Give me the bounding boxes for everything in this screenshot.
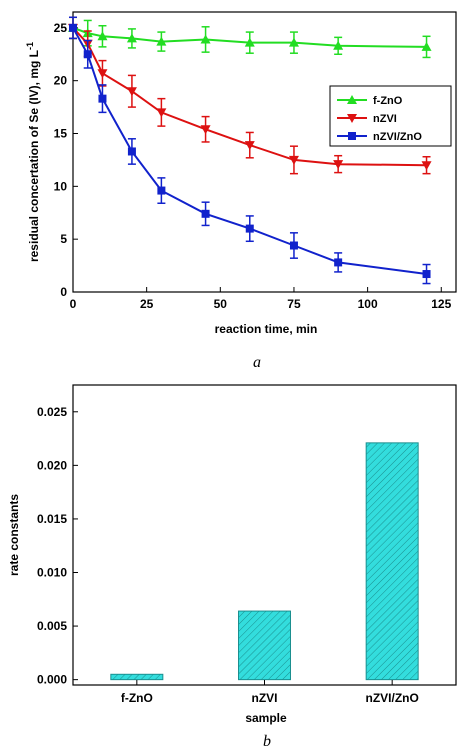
legend-marker	[348, 132, 356, 140]
x-tick-label-a: 25	[140, 297, 154, 311]
data-point	[69, 23, 77, 32]
legend-entry: nZVI/ZnO	[373, 131, 422, 143]
legend-entry: nZVI	[373, 113, 397, 125]
x-tick-label-b: nZVI/ZnO	[366, 691, 419, 705]
y-tick-label-a: 0	[60, 285, 67, 299]
y-tick-label-a: 25	[54, 21, 68, 35]
data-point	[244, 37, 255, 47]
y-tick-label-a: 15	[54, 127, 68, 141]
bar-f-zno	[110, 673, 164, 681]
x-tick-label-a: 125	[431, 297, 451, 311]
data-point	[421, 161, 432, 171]
x-tick-label-b: f-ZnO	[121, 691, 153, 705]
plot-frame-a	[72, 11, 457, 293]
data-point	[200, 34, 211, 44]
series-nzvi-zno	[69, 16, 431, 285]
series-f-zno	[68, 16, 432, 59]
y-axis-label-b: rate constants	[7, 494, 21, 576]
series-line	[72, 26, 427, 48]
y-axis-label-a: residual concertation of Se (IV), mg L-1	[25, 42, 41, 262]
data-point	[289, 241, 298, 250]
legend-marker	[347, 114, 357, 123]
x-tick-label-a: 75	[287, 297, 301, 311]
data-point	[288, 155, 299, 165]
data-point	[334, 258, 343, 267]
y-tick-label-a: 20	[54, 74, 68, 88]
y-tick-label-b: 0.015	[37, 512, 67, 526]
data-point	[126, 87, 137, 97]
x-tick-label-a: 100	[358, 297, 378, 311]
data-point	[421, 41, 432, 51]
data-point	[127, 147, 136, 156]
y-tick-label-b: 0.010	[37, 566, 67, 580]
data-point	[244, 141, 255, 151]
y-tick-label-a: 10	[54, 179, 68, 193]
bar-nzvi	[238, 610, 291, 681]
series-line	[72, 27, 427, 275]
series-line	[72, 27, 427, 167]
panel-label-a: a	[253, 354, 261, 371]
y-tick-label-b: 0.020	[37, 458, 67, 472]
y-tick-label-b: 0.005	[37, 619, 67, 633]
x-tick-label-b: nZVI	[252, 691, 278, 705]
chart-a: 0 25 50 75 100 125 0 5 10 15 20 25 reaction time, …	[25, 11, 457, 371]
data-point	[156, 36, 167, 46]
data-point	[83, 50, 92, 59]
data-point	[157, 186, 166, 195]
data-point	[333, 160, 344, 170]
x-tick-label-a: 0	[70, 297, 77, 311]
data-point	[126, 33, 137, 43]
x-tick-label-a: 50	[214, 297, 228, 311]
data-point	[200, 125, 211, 135]
data-point	[97, 31, 108, 41]
data-point	[156, 108, 167, 118]
data-point	[333, 40, 344, 50]
data-point	[97, 69, 108, 79]
y-tick-label-b: 0.025	[37, 405, 67, 419]
data-point	[422, 270, 431, 279]
data-point	[288, 37, 299, 47]
y-tick-label-a: 5	[60, 232, 67, 246]
panel-label-b: b	[263, 733, 271, 750]
legend-a: f-ZnO nZVI nZVI/ZnO	[329, 85, 452, 147]
legend-marker	[347, 95, 357, 104]
bar-nzvi-zno	[365, 442, 419, 681]
data-point	[245, 224, 254, 233]
y-tick-label-b: 0.000	[37, 673, 67, 687]
data-point	[201, 209, 210, 218]
data-point	[98, 94, 107, 103]
legend-entry: f-ZnO	[373, 95, 403, 107]
x-axis-label-b: sample	[245, 711, 287, 725]
x-axis-label-a: reaction time, min	[215, 322, 318, 336]
chart-b: 0.000 0.005 0.010 0.015 0.020 0.025 f-ZnO nZVI…	[7, 384, 457, 750]
